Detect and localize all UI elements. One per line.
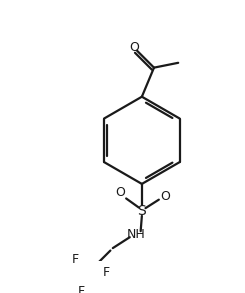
Text: F: F <box>72 253 79 265</box>
Text: F: F <box>78 285 85 293</box>
Text: O: O <box>160 190 170 202</box>
Text: NH: NH <box>126 228 145 241</box>
Text: S: S <box>137 204 146 218</box>
Text: O: O <box>130 40 140 54</box>
Text: F: F <box>102 266 110 279</box>
Text: O: O <box>116 186 125 199</box>
